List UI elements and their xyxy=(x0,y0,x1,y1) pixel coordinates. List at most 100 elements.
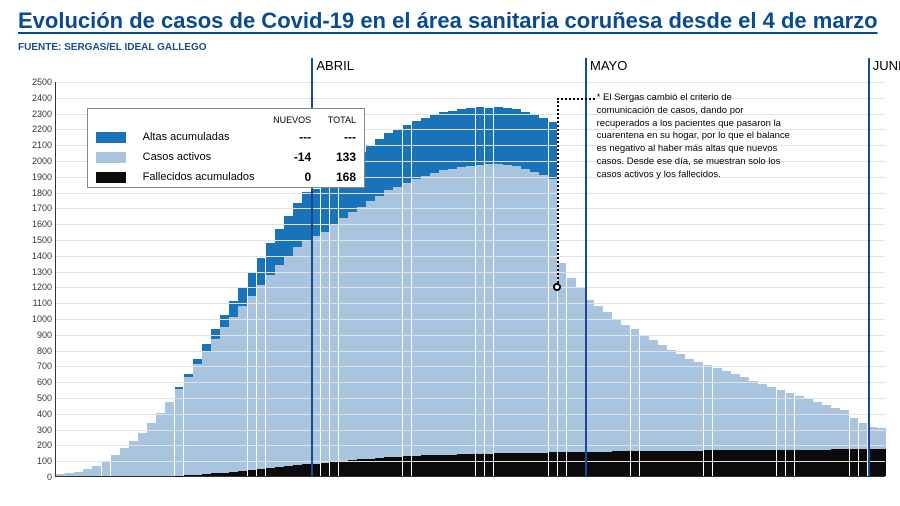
bar-segment xyxy=(631,451,640,476)
bar-segment xyxy=(348,460,357,476)
bar-segment xyxy=(731,374,740,450)
bar-segment xyxy=(722,450,731,476)
legend-row: Altas acumuladas------ xyxy=(88,127,364,147)
bar-segment xyxy=(850,449,859,476)
bar-segment xyxy=(667,350,676,451)
y-tick: 2500 xyxy=(32,77,52,87)
bar-segment xyxy=(56,474,65,476)
bar-segment xyxy=(549,452,558,476)
y-tick: 600 xyxy=(37,377,52,387)
y-tick: 1100 xyxy=(33,298,52,308)
month-line xyxy=(585,58,587,476)
bar-segment xyxy=(631,329,640,451)
legend-swatch xyxy=(96,152,126,163)
bar-segment xyxy=(740,450,749,476)
bar-segment xyxy=(603,452,612,476)
y-tick: 2400 xyxy=(32,93,52,103)
bar-segment xyxy=(293,465,302,476)
legend-nuevos: 0 xyxy=(264,167,319,187)
bar-segment xyxy=(129,441,138,476)
bar-segment xyxy=(685,359,694,451)
bar-segment xyxy=(494,107,503,164)
y-tick: 2100 xyxy=(32,140,52,150)
bar-segment xyxy=(494,453,503,476)
bar-segment xyxy=(384,190,393,457)
month-label: JUNIO xyxy=(873,58,900,73)
bar-segment xyxy=(576,452,585,476)
y-tick: 100 xyxy=(37,456,52,466)
bar-segment xyxy=(248,470,257,476)
bar-segment xyxy=(485,454,494,476)
bar-segment xyxy=(375,196,384,458)
bar-segment xyxy=(193,364,202,475)
bar-segment xyxy=(448,111,457,169)
bar-segment xyxy=(749,450,758,476)
bar-segment xyxy=(567,452,576,476)
bar-segment xyxy=(457,109,466,167)
note-marker xyxy=(553,283,561,291)
bar-segment xyxy=(220,327,229,472)
bar-segment xyxy=(521,169,530,453)
bar-segment xyxy=(539,175,548,453)
bar-segment xyxy=(266,468,275,476)
bar-segment xyxy=(202,474,211,476)
bar-segment xyxy=(466,454,475,476)
month-line xyxy=(868,58,870,476)
bar-segment xyxy=(111,455,120,476)
bar-segment xyxy=(393,187,402,457)
bar-segment xyxy=(275,229,284,265)
bar-segment xyxy=(795,396,804,450)
bar-segment xyxy=(302,464,311,476)
legend-col-nuevos: NUEVOS xyxy=(264,109,319,127)
bar-segment xyxy=(330,462,339,476)
bar-segment xyxy=(667,451,676,476)
bar-segment xyxy=(229,317,238,472)
bar-segment xyxy=(758,450,767,476)
y-tick: 2300 xyxy=(32,109,52,119)
bar-segment xyxy=(476,454,485,476)
bar-segment xyxy=(220,315,229,328)
bar-segment xyxy=(193,475,202,476)
legend-row: Casos activos-14133 xyxy=(88,147,364,167)
bar-segment xyxy=(795,450,804,476)
bar-segment xyxy=(293,247,302,465)
legend-label: Fallecidos acumulados xyxy=(135,167,265,187)
bar-segment xyxy=(339,461,348,476)
y-tick: 0 xyxy=(47,472,52,482)
bar-segment xyxy=(503,108,512,165)
bar-segment xyxy=(439,455,448,476)
legend-row: Fallecidos acumulados0168 xyxy=(88,167,364,187)
bar-segment xyxy=(321,232,330,463)
bar-segment xyxy=(822,405,831,449)
note-leader xyxy=(557,98,559,287)
bar-segment xyxy=(403,125,412,183)
bar-segment xyxy=(804,399,813,450)
bar-segment xyxy=(202,351,211,474)
y-tick: 1400 xyxy=(32,251,52,261)
bar-segment xyxy=(74,472,83,476)
legend-nuevos: -14 xyxy=(264,147,319,167)
bar-segment xyxy=(676,451,685,476)
bar-segment xyxy=(375,139,384,195)
bar-segment xyxy=(102,461,111,476)
bar-segment xyxy=(348,212,357,460)
y-tick: 1200 xyxy=(32,282,52,292)
bar-segment xyxy=(877,449,886,476)
bar-segment xyxy=(539,453,548,476)
legend-total: --- xyxy=(319,127,364,147)
source-label: FUENTE: SERGAS/EL IDEAL GALLEGO xyxy=(18,42,207,53)
bar-segment xyxy=(777,450,786,476)
bar-segment xyxy=(713,450,722,476)
bar-segment xyxy=(813,402,822,449)
bar-segment xyxy=(612,451,621,476)
bar-segment xyxy=(694,451,703,476)
bar-segment xyxy=(476,107,485,165)
bar-segment xyxy=(257,469,266,476)
bar-segment xyxy=(503,453,512,476)
y-tick: 700 xyxy=(37,361,52,371)
bar-segment xyxy=(457,454,466,476)
bar-segment xyxy=(621,451,630,476)
bar-segment xyxy=(558,452,567,476)
legend-label: Altas acumuladas xyxy=(135,127,265,147)
month-label: MAYO xyxy=(590,58,627,73)
